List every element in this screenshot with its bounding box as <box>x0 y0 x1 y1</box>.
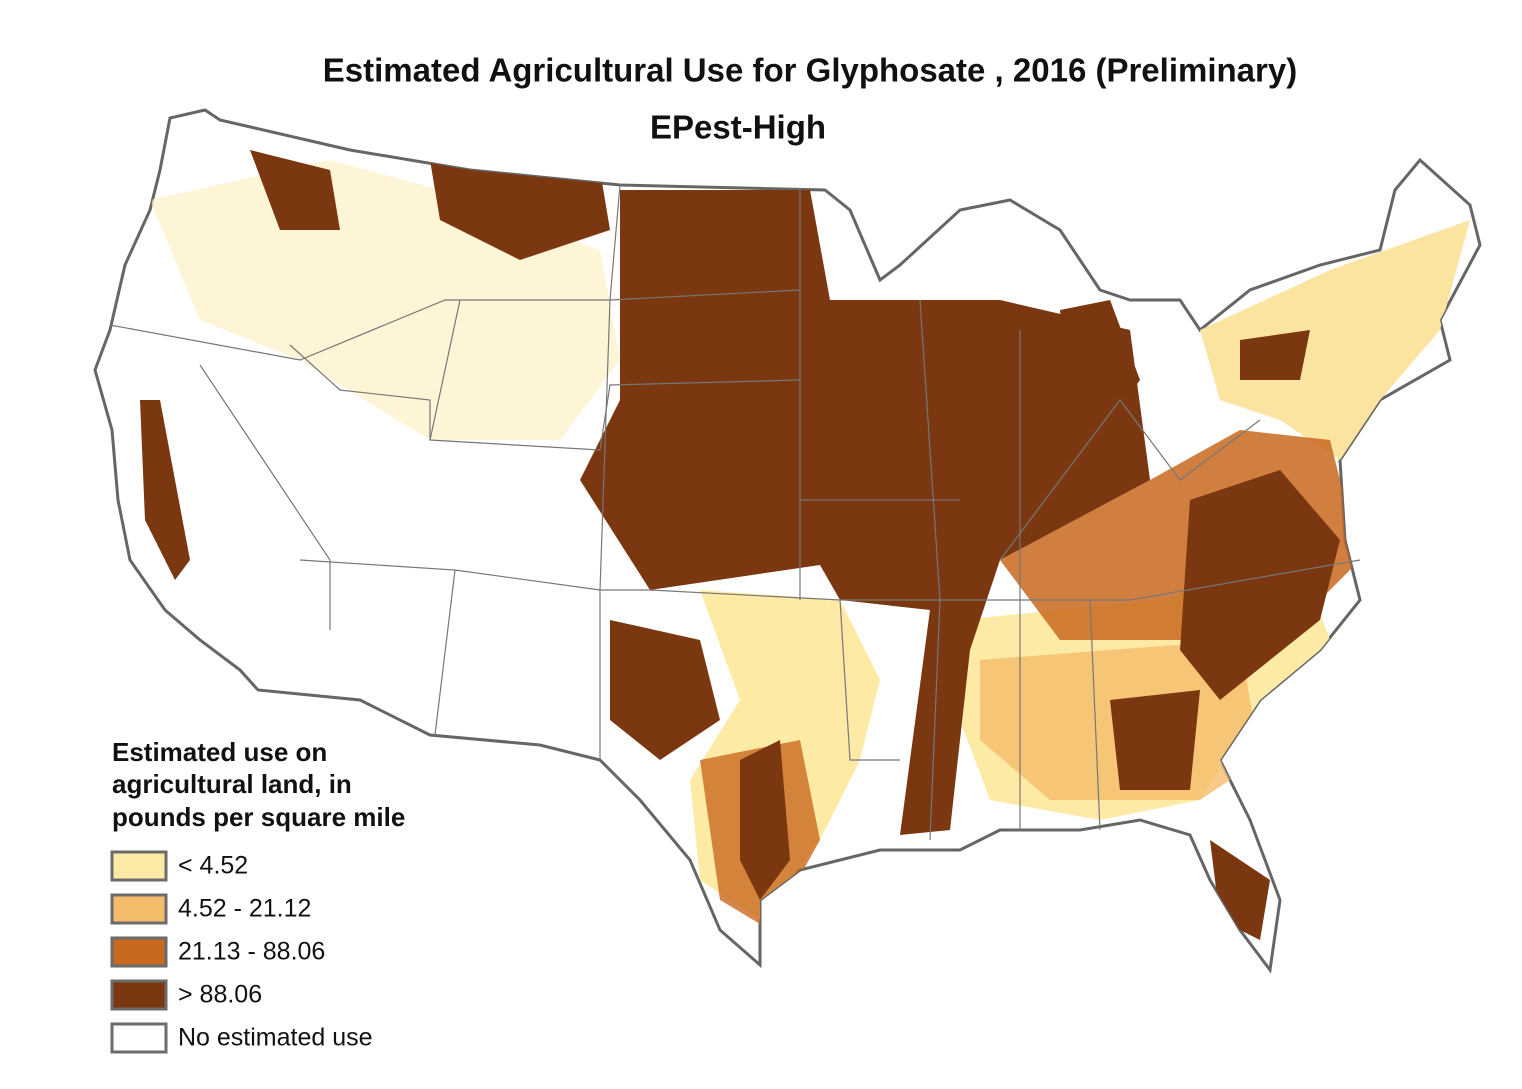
legend-swatch <box>110 936 168 968</box>
legend-label: 4.52 - 21.12 <box>178 895 311 923</box>
map-subtitle: EPest-High <box>650 109 826 146</box>
region-dark <box>430 160 610 260</box>
legend-title: Estimated use on <box>112 737 327 767</box>
us-map <box>93 108 1482 972</box>
region-dark <box>1110 690 1200 790</box>
region-dark <box>1060 300 1140 420</box>
legend-title: agricultural land, in <box>112 769 352 799</box>
region-dark <box>250 150 340 230</box>
region-dark <box>740 740 790 900</box>
legend-label: < 4.52 <box>178 852 248 880</box>
legend-label: > 88.06 <box>178 981 262 1009</box>
region-light <box>1200 220 1470 460</box>
region-dark <box>580 190 1150 835</box>
legend-swatch <box>110 850 168 882</box>
region-dark <box>140 400 190 580</box>
map-title: Estimated Agricultural Use for Glyphosat… <box>323 52 1297 89</box>
legend-title: pounds per square mile <box>112 802 405 832</box>
legend-swatch <box>110 979 168 1011</box>
region-dark <box>610 620 720 760</box>
legend: Estimated use on agricultural land, in p… <box>110 737 405 1054</box>
legend-swatch <box>110 1022 168 1054</box>
legend-swatch <box>110 893 168 925</box>
region-dark <box>1180 470 1340 700</box>
state-borders <box>109 184 1361 841</box>
region-dark <box>1240 330 1310 380</box>
legend-label: No estimated use <box>178 1024 373 1052</box>
usage-regions <box>140 150 1470 940</box>
legend-label: 21.13 - 88.06 <box>178 938 325 966</box>
